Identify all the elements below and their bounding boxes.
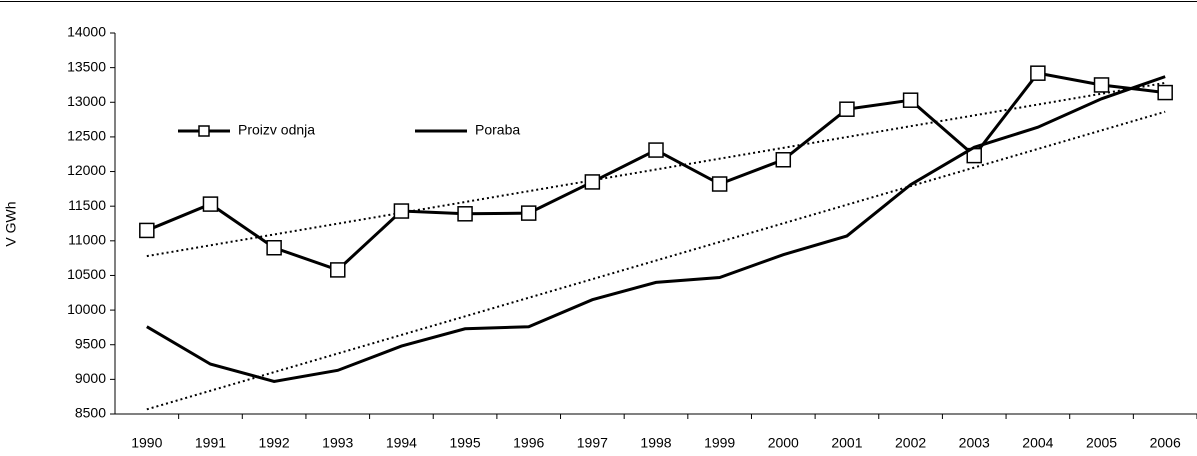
y-tick-label: 11500 <box>68 197 106 213</box>
x-tick-label: 2006 <box>1150 435 1181 451</box>
marker <box>839 101 855 117</box>
marker <box>775 152 792 168</box>
y-tick-label: 9500 <box>75 335 106 351</box>
marker <box>266 239 282 256</box>
x-tick-label: 1996 <box>513 435 544 451</box>
x-tick-label: 1991 <box>195 435 226 451</box>
marker <box>1030 65 1046 81</box>
x-tick-label: 1992 <box>259 435 290 451</box>
y-tick-label: 9000 <box>75 370 106 386</box>
x-tick-label: 2005 <box>1086 435 1117 451</box>
marker <box>648 142 664 158</box>
trend-line <box>146 110 1166 411</box>
marker <box>457 206 473 222</box>
y-tick-label: 13000 <box>67 93 106 109</box>
legend-marker <box>198 125 210 137</box>
x-tick-label: 2004 <box>1022 435 1053 451</box>
x-tick-label: 1999 <box>704 435 735 451</box>
x-tick-label: 2000 <box>768 435 799 451</box>
y-tick-label: 12500 <box>67 128 106 144</box>
legend-label: Poraba <box>475 122 520 138</box>
trend-line <box>146 81 1166 258</box>
y-tick-label: 11000 <box>68 232 106 248</box>
y-tick-label: 12000 <box>67 162 106 178</box>
marker <box>520 205 537 221</box>
x-tick-label: 2003 <box>959 435 990 451</box>
y-tick-label: 13500 <box>67 58 106 74</box>
y-tick-label: 8500 <box>75 405 106 421</box>
y-tick-label: 10500 <box>67 266 106 282</box>
y-tick-label: 14000 <box>67 24 106 40</box>
y-axis-label: V GWh <box>3 201 19 246</box>
x-tick-label: 2002 <box>895 435 926 451</box>
x-tick-label: 2001 <box>831 435 862 451</box>
x-tick-label: 1995 <box>449 435 480 451</box>
x-tick-label: 1998 <box>640 435 671 451</box>
x-tick-label: 1994 <box>386 435 417 451</box>
y-tick-label: 10000 <box>67 301 106 317</box>
x-tick-label: 1990 <box>131 435 162 451</box>
marker <box>1093 77 1110 93</box>
series-line <box>146 75 1166 383</box>
x-tick-label: 1997 <box>577 435 608 451</box>
x-tick-label: 1993 <box>322 435 353 451</box>
marker <box>393 203 410 219</box>
marker <box>202 196 219 212</box>
legend-label: Proizv odnja <box>238 122 315 138</box>
series-line <box>146 71 1166 272</box>
marker <box>139 222 155 239</box>
marker <box>1157 84 1173 101</box>
marker <box>330 262 346 278</box>
marker <box>584 174 601 190</box>
marker <box>711 176 728 192</box>
marker <box>902 92 919 108</box>
